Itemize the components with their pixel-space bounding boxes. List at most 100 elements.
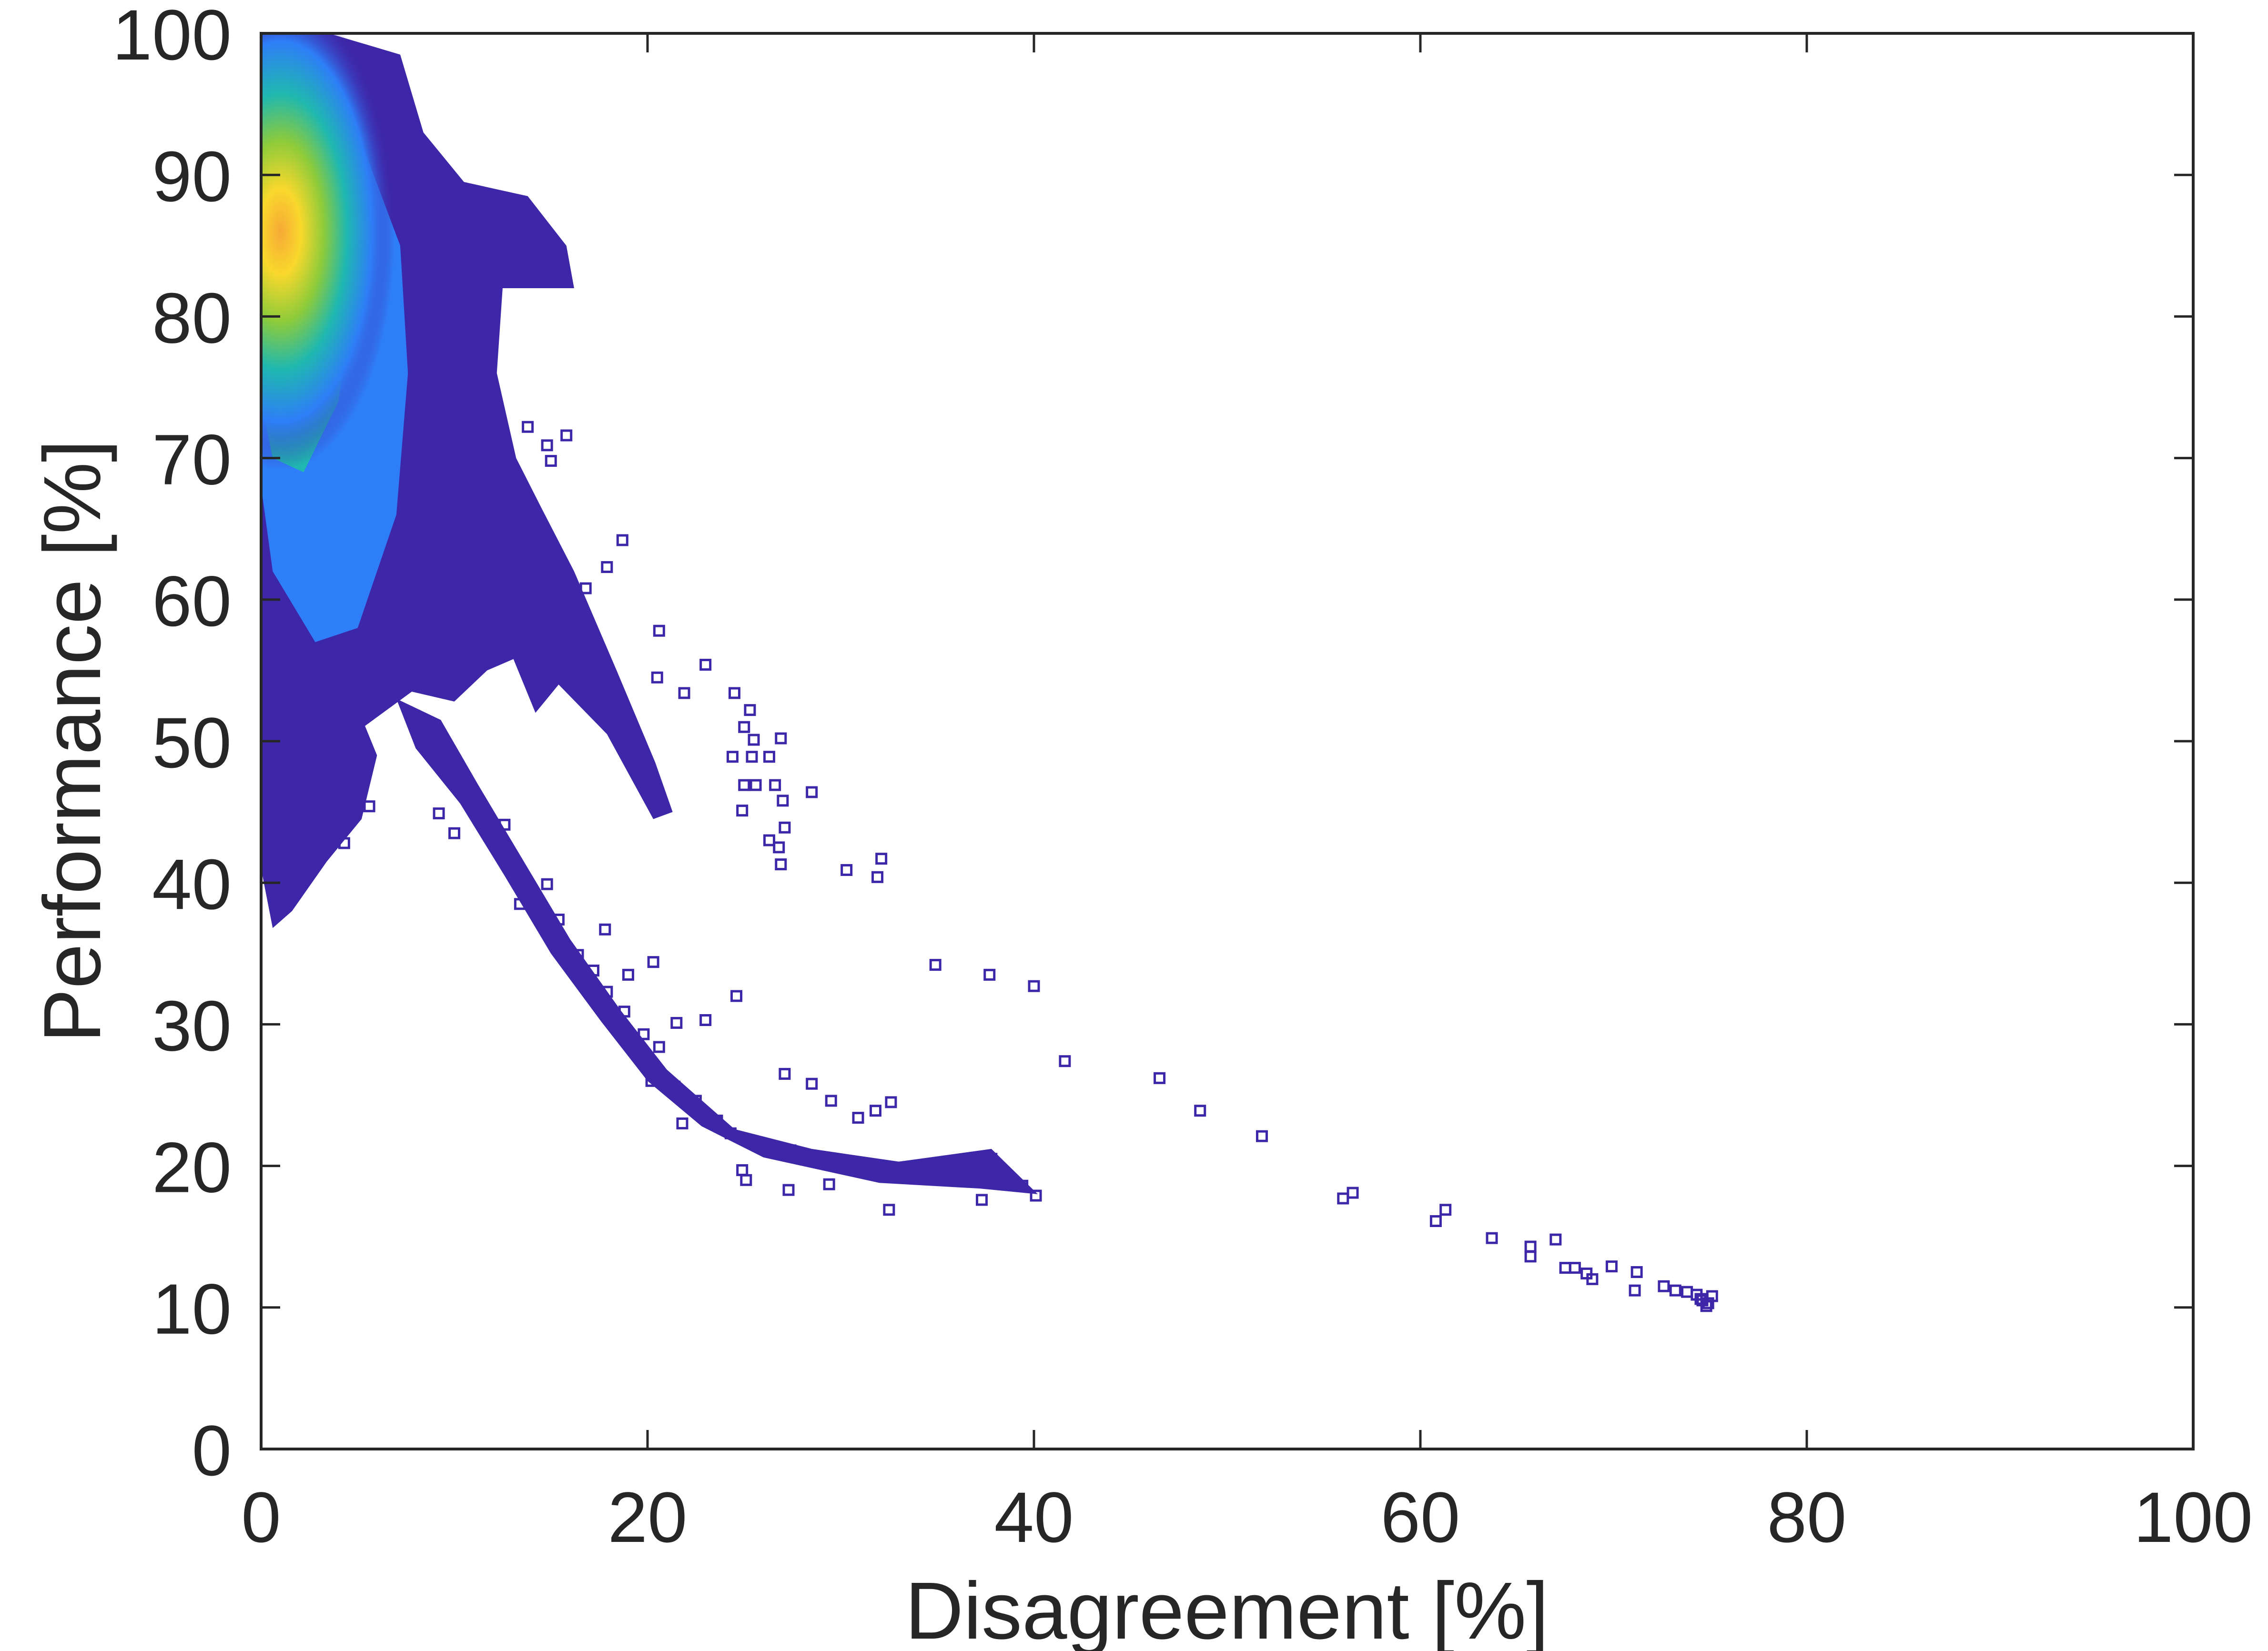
data-point: [363, 800, 375, 813]
data-point: [983, 968, 996, 981]
data-point: [618, 1006, 630, 1018]
data-point: [599, 923, 611, 936]
data-point: [1337, 1192, 1349, 1205]
data-point: [1016, 1179, 1029, 1192]
y-axis-title: Performance [%]: [27, 440, 118, 1043]
x-tick-label: 80: [1767, 1477, 1847, 1557]
data-point: [301, 707, 314, 719]
data-point: [728, 687, 740, 699]
data-point: [825, 1095, 837, 1107]
data-point: [775, 732, 787, 745]
data-point: [1429, 1215, 1442, 1228]
data-point: [1001, 1174, 1013, 1186]
data-point: [1439, 1204, 1452, 1216]
scatter-points: [276, 421, 1718, 1312]
data-point: [921, 1161, 934, 1174]
data-point: [1694, 1293, 1707, 1305]
data-point: [579, 582, 592, 594]
data-point: [653, 624, 665, 637]
data-point: [813, 1153, 826, 1165]
density-peak: [261, 33, 395, 470]
data-point: [883, 1204, 895, 1216]
data-point: [775, 858, 787, 871]
x-tick-label: 100: [2134, 1477, 2253, 1557]
data-point: [763, 751, 775, 763]
y-tick-label: 0: [192, 1410, 232, 1490]
data-point: [852, 1112, 864, 1124]
data-point: [749, 779, 762, 791]
data-point: [338, 837, 350, 849]
data-point: [840, 864, 853, 876]
data-point: [541, 878, 553, 890]
data-point: [869, 1105, 881, 1117]
y-tick-label: 10: [152, 1269, 232, 1349]
data-point: [985, 1153, 998, 1165]
data-point: [1681, 1286, 1693, 1298]
data-point: [782, 1184, 795, 1196]
data-point: [881, 1165, 893, 1178]
data-point: [976, 1194, 988, 1206]
data-point: [726, 751, 739, 763]
right-branch-band: [493, 507, 673, 819]
data-point: [763, 834, 775, 846]
x-tick-label: 20: [608, 1477, 688, 1557]
data-point: [1256, 1130, 1268, 1142]
data-point: [823, 1178, 835, 1190]
y-axis: 0 10 20 30 40 50 60 70 80 90 100: [112, 0, 2193, 1490]
y-tick-label: 60: [152, 561, 232, 641]
x-axis-title: Disagreement [%]: [905, 1566, 1549, 1651]
data-point: [773, 841, 785, 854]
data-point: [740, 1174, 752, 1186]
data-point: [1569, 1262, 1581, 1274]
data-point: [676, 1117, 688, 1129]
data-point: [1629, 1284, 1641, 1297]
x-tick-label: 60: [1381, 1477, 1460, 1557]
data-point: [560, 429, 573, 442]
data-point: [711, 1114, 723, 1127]
y-tick-label: 70: [152, 420, 232, 500]
data-point: [738, 779, 750, 791]
data-point: [777, 795, 789, 807]
data-point: [875, 853, 888, 865]
data-point: [748, 734, 760, 746]
data-point: [616, 534, 628, 546]
density-clusters: [261, 33, 1038, 1195]
data-point: [645, 1075, 658, 1087]
data-point: [514, 898, 526, 910]
data-point: [1347, 1187, 1359, 1199]
data-point: [871, 871, 884, 883]
data-point: [572, 949, 584, 961]
data-point: [738, 721, 750, 733]
data-point: [1586, 1273, 1599, 1285]
data-point: [284, 770, 296, 783]
data-point: [736, 1164, 749, 1177]
data-point: [1059, 1055, 1071, 1067]
data-point: [276, 821, 289, 834]
data-point: [647, 956, 659, 968]
data-point: [689, 1095, 702, 1107]
y-tick-label: 90: [152, 136, 232, 216]
data-point: [498, 818, 511, 831]
data-point: [958, 1163, 971, 1175]
data-point: [587, 964, 599, 977]
data-point: [651, 671, 663, 684]
data-point: [1549, 1233, 1562, 1246]
data-point: [670, 1017, 683, 1029]
data-point: [668, 1080, 681, 1093]
y-tick-label: 20: [152, 1128, 232, 1208]
x-tick-label: 0: [241, 1477, 281, 1557]
data-point: [545, 455, 557, 467]
data-point: [744, 704, 756, 716]
x-tick-label: 40: [994, 1477, 1074, 1557]
data-point: [522, 421, 534, 433]
data-point: [1028, 980, 1040, 992]
y-tick-label: 50: [152, 703, 232, 783]
data-point: [653, 1041, 665, 1053]
lower-left-cluster-band: [261, 599, 377, 928]
data-point: [352, 693, 364, 705]
data-point: [508, 856, 520, 868]
data-point: [1154, 1072, 1166, 1084]
data-point: [784, 1144, 797, 1157]
data-point: [724, 1127, 737, 1139]
